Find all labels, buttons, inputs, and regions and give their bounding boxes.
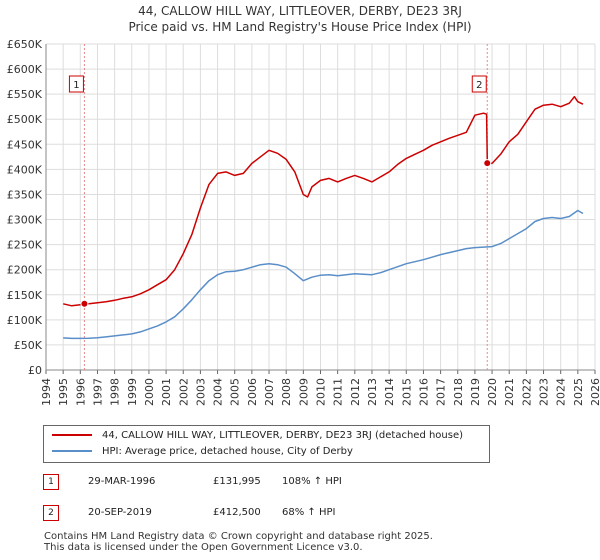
sale-hpi-change: 108% ↑ HPI: [282, 476, 342, 487]
x-tick-label: 2011: [332, 378, 345, 406]
x-tick-label: 2002: [177, 378, 190, 406]
x-tick-label: 2024: [555, 378, 568, 406]
x-tick-label: 2019: [469, 378, 482, 406]
x-tick-label: 2016: [417, 378, 430, 406]
y-tick-label: £250K: [7, 239, 43, 252]
sale-date: 20-SEP-2019: [88, 507, 152, 518]
footer: Contains HM Land Registry data © Crown c…: [44, 531, 433, 553]
y-tick-label: £0: [28, 364, 42, 377]
chart-title: 44, CALLOW HILL WAY, LITTLEOVER, DERBY, …: [0, 3, 600, 35]
x-tick-label: 2008: [280, 378, 293, 406]
x-tick-label: 2012: [349, 378, 362, 406]
sale-marker-badge: [471, 75, 487, 93]
y-tick-label: £50K: [14, 339, 43, 352]
y-tick-label: £550K: [7, 88, 43, 101]
sale-date: 29-MAR-1996: [88, 476, 156, 487]
y-tick-label: £350K: [7, 188, 43, 201]
x-tick-label: 2003: [194, 378, 207, 406]
x-tick-label: 2025: [572, 378, 585, 406]
x-tick-label: 2021: [503, 378, 516, 406]
x-tick-label: 2020: [486, 378, 499, 406]
legend-label-hpi: HPI: Average price, detached house, City…: [102, 446, 353, 457]
x-tick-label: 2000: [143, 378, 156, 406]
legend: 44, CALLOW HILL WAY, LITTLEOVER, DERBY, …: [43, 425, 490, 463]
sale-hpi-change: 68% ↑ HPI: [282, 507, 336, 518]
x-tick-label: 1995: [57, 378, 70, 406]
x-tick-label: 2007: [263, 378, 276, 406]
x-tick-label: 2006: [246, 378, 259, 406]
x-tick-label: 2001: [160, 378, 173, 406]
x-tick-label: 2013: [366, 378, 379, 406]
x-tick-label: 2018: [452, 378, 465, 406]
footer-copyright: Contains HM Land Registry data © Crown c…: [44, 531, 433, 542]
legend-label-property: 44, CALLOW HILL WAY, LITTLEOVER, DERBY, …: [102, 430, 464, 441]
y-tick-label: £500K: [7, 113, 43, 126]
x-tick-label: 1999: [126, 378, 139, 406]
x-tick-label: 1997: [91, 378, 104, 406]
y-tick-label: £100K: [7, 314, 43, 327]
sale-marker-badge: [68, 75, 84, 93]
sale-price: £131,995: [213, 476, 261, 487]
sale-marker-label: 1: [73, 80, 79, 91]
sale-number-badge: 1: [43, 474, 59, 490]
x-tick-label: 2015: [400, 378, 413, 406]
sale-number-badge: 2: [43, 505, 59, 521]
x-tick-label: 2004: [212, 378, 225, 406]
y-tick-label: £150K: [7, 289, 43, 302]
sale-marker-label: 2: [476, 80, 482, 91]
y-tick-label: £200K: [7, 264, 43, 277]
footer-licence: This data is licensed under the Open Gov…: [44, 542, 363, 553]
y-tick-label: £450K: [7, 138, 43, 151]
x-tick-label: 2017: [435, 378, 448, 406]
x-tick-label: 1998: [109, 378, 122, 406]
x-tick-label: 1994: [40, 378, 53, 406]
sale-price: £412,500: [213, 507, 261, 518]
x-tick-label: 2023: [538, 378, 551, 406]
price-chart: £0 £50K £100K £150K £200K £250K £300K £350K £400…: [7, 38, 600, 406]
x-tick-label: 2009: [297, 378, 310, 406]
y-tick-label: £300K: [7, 214, 43, 227]
x-tick-label: 2005: [229, 378, 242, 406]
legend-swatch-hpi: [52, 450, 92, 452]
x-tick-label: 2014: [383, 378, 396, 406]
legend-item-hpi: HPI: Average price, detached house, City…: [52, 444, 353, 460]
sale-point: [483, 159, 492, 168]
y-tick-label: £400K: [7, 163, 43, 176]
sale-point: [80, 299, 89, 308]
x-tick-label: 2026: [589, 378, 600, 406]
x-tick-label: 1996: [74, 378, 87, 406]
legend-swatch-property: [52, 434, 92, 436]
x-tick-label: 2010: [315, 378, 328, 406]
y-tick-label: £650K: [7, 38, 43, 51]
y-tick-label: £600K: [7, 63, 43, 76]
series-line: [63, 209, 584, 340]
title-line-1: 44, CALLOW HILL WAY, LITTLEOVER, DERBY, …: [138, 4, 462, 18]
legend-item-property: 44, CALLOW HILL WAY, LITTLEOVER, DERBY, …: [52, 428, 463, 444]
title-line-2: Price paid vs. HM Land Registry's House …: [128, 20, 472, 34]
x-tick-label: 2022: [520, 378, 533, 406]
series-line: [63, 95, 584, 307]
